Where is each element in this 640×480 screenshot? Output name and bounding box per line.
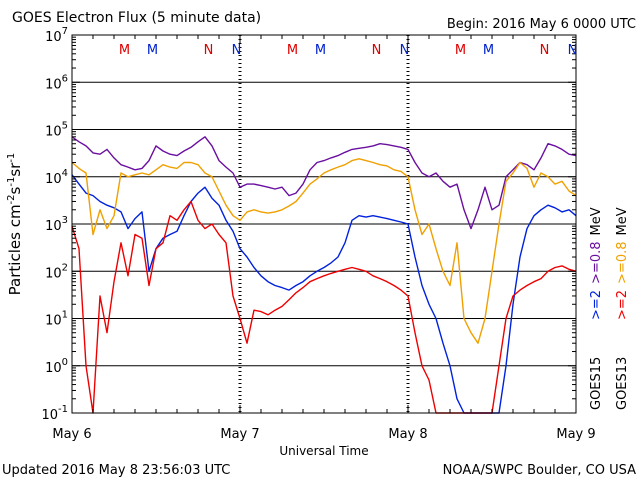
y-tick-exponent: 2	[62, 262, 68, 273]
event-marker: M	[147, 43, 158, 58]
series-line	[71, 200, 577, 414]
goes15-unit-text: MeV	[589, 207, 604, 235]
event-marker: M	[315, 43, 326, 58]
goes15-gt2-label: >=2 >=0.8 MeV	[589, 207, 604, 320]
y-tick-base: 10	[45, 266, 62, 281]
y-tick-base: 10	[45, 361, 62, 376]
y-axis-title: Particles cm-2s-1sr-1	[6, 153, 24, 296]
y-tick-exponent: -1	[58, 404, 68, 415]
y-tick-exponent: 1	[62, 310, 68, 321]
y-tick-exponent: 4	[62, 168, 68, 179]
y-tick-base: 10	[45, 314, 62, 329]
goes13-gt2-label: >=2 >=0.8 MeV	[615, 207, 630, 320]
x-axis-title: Universal Time	[279, 444, 368, 458]
y-tick-label: 107	[45, 26, 68, 45]
event-marker: N	[232, 43, 242, 58]
y-tick-base: 10	[45, 77, 62, 92]
y-tick-label: 104	[45, 168, 68, 187]
y-tick-label: 103	[45, 215, 68, 234]
y-tick-exponent: 5	[62, 121, 68, 132]
y-tick-exponent: 0	[62, 357, 68, 368]
chart-title: GOES Electron Flux (5 minute data)	[12, 10, 261, 26]
x-tick-label: May 7	[220, 427, 259, 442]
event-marker: N	[204, 43, 214, 58]
y-tick-label: 106	[45, 73, 68, 92]
series-line	[71, 158, 577, 344]
y-tick-label: 102	[45, 262, 68, 281]
event-marker: M	[119, 43, 130, 58]
y-tick-base: 10	[45, 172, 62, 187]
y-tick-label: 101	[45, 310, 68, 329]
x-tick-label: May 9	[556, 427, 595, 442]
event-marker: N	[568, 43, 578, 58]
series-line	[71, 174, 577, 414]
goes15-gt2-text: >=2	[589, 290, 604, 320]
y-tick-base: 10	[45, 30, 62, 45]
begin-label: Begin: 2016 May 6 0000 UTC	[447, 17, 636, 32]
event-marker: N	[540, 43, 550, 58]
goes15-gt08-text: >=0.8	[589, 241, 604, 283]
event-marker: M	[287, 43, 298, 58]
y-tick-base: 10	[41, 408, 58, 423]
series-line	[71, 136, 577, 230]
event-marker: M	[455, 43, 466, 58]
goes13-gt2-text: >=2	[615, 290, 630, 320]
y-tick-base: 10	[45, 219, 62, 234]
goes13-label: GOES13	[615, 357, 630, 410]
y-tick-label: 10-1	[41, 404, 68, 423]
source-credit: NOAA/SWPC Boulder, CO USA	[443, 463, 636, 478]
y-tick-base: 10	[45, 125, 62, 140]
event-marker: M	[483, 43, 494, 58]
x-tick-label: May 6	[52, 427, 91, 442]
updated-timestamp: Updated 2016 May 8 23:56:03 UTC	[2, 463, 230, 478]
y-tick-exponent: 6	[62, 73, 68, 84]
y-tick-label: 100	[45, 357, 68, 376]
y-tick-exponent: 3	[62, 215, 68, 226]
x-axis-ticks: May 6 May 7 May 8 May 9	[52, 35, 596, 442]
goes13-unit-text: MeV	[615, 207, 630, 235]
event-marker: N	[372, 43, 382, 58]
series-group	[71, 136, 577, 414]
y-tick-exponent: 7	[62, 26, 68, 37]
y-tick-label: 105	[45, 121, 68, 140]
event-marker: N	[400, 43, 410, 58]
goes13-gt08-text: >=0.8	[615, 241, 630, 283]
goes15-label: GOES15	[589, 357, 604, 410]
x-tick-label: May 8	[388, 427, 427, 442]
